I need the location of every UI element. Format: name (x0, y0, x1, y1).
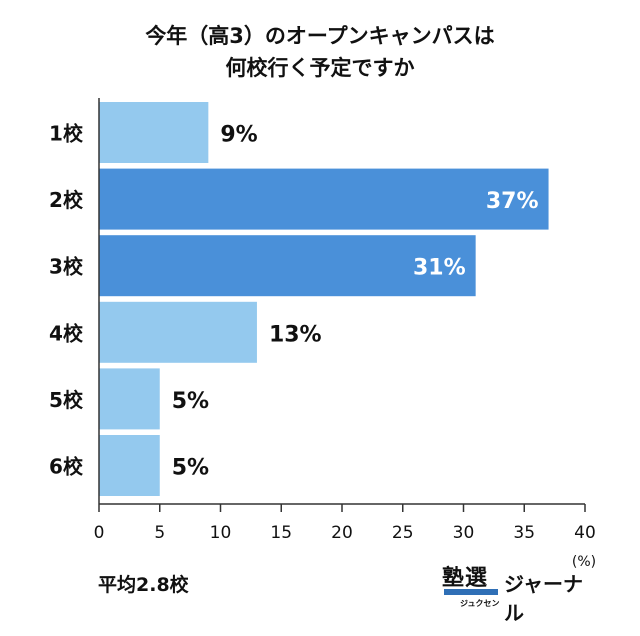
category-label: 2校 (49, 188, 84, 212)
bar-3 (99, 235, 476, 297)
value-label: 5% (172, 389, 209, 414)
bar-2 (99, 168, 549, 230)
x-tick-label: 40 (574, 523, 596, 543)
x-unit-label: (%) (572, 554, 596, 570)
category-label: 4校 (49, 321, 84, 345)
chart-title: 今年（高3）のオープンキャンパスは 何校行く予定ですか (0, 20, 640, 84)
brand-logo: 塾選 ジュクセン ジャーナル (442, 560, 592, 625)
x-tick-label: 30 (453, 523, 475, 543)
x-tick-label: 15 (270, 523, 292, 543)
title-line-2: 何校行く予定ですか (225, 56, 415, 80)
category-label: 5校 (49, 388, 84, 412)
average-label: 平均2.8校 (98, 574, 189, 596)
category-label: 6校 (49, 455, 84, 479)
value-label: 9% (220, 123, 257, 148)
logo-kanji: 塾選 (442, 566, 489, 591)
bar-1 (99, 102, 209, 163)
x-tick-label: 20 (331, 523, 353, 543)
logo-kana: ジュクセン (460, 599, 500, 608)
logo-name: ジャーナル (504, 572, 583, 625)
x-tick-label: 0 (94, 523, 105, 543)
x-tick-label: 35 (513, 523, 535, 543)
bar-4 (99, 301, 257, 363)
x-tick-label: 25 (392, 523, 414, 543)
value-label: 31% (413, 256, 466, 281)
x-tick-label: 5 (154, 523, 165, 543)
value-label: 37% (486, 189, 539, 214)
title-line-1: 今年（高3）のオープンキャンパスは (145, 24, 495, 48)
x-tick-label: 10 (210, 523, 232, 543)
value-label: 5% (172, 456, 209, 481)
category-label: 1校 (49, 122, 84, 146)
logo-underline (444, 589, 498, 595)
value-label: 13% (269, 322, 322, 347)
bar-6 (99, 435, 160, 496)
bar-5 (99, 368, 160, 430)
category-label: 3校 (49, 255, 84, 279)
